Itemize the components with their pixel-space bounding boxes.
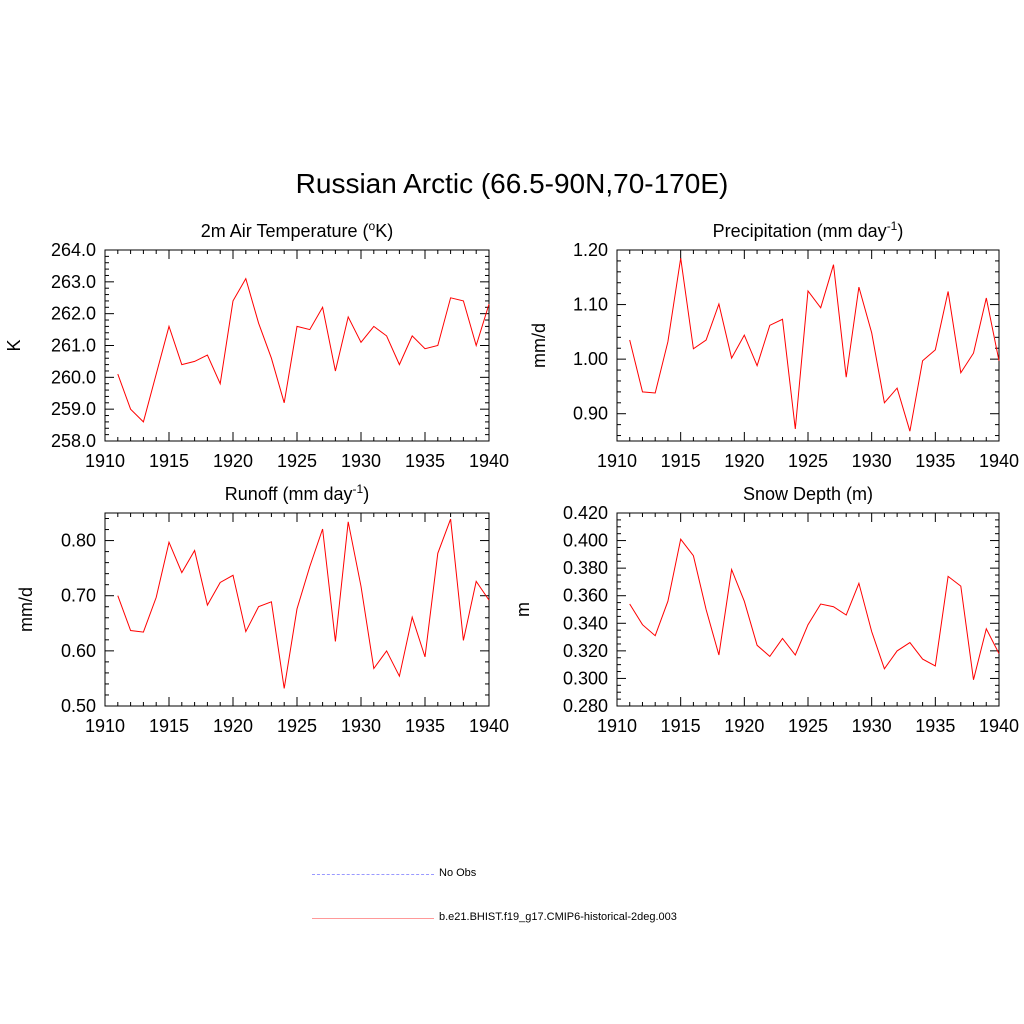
x-tick-label: 1920	[724, 451, 764, 471]
legend-swatch-obs	[312, 874, 434, 875]
y-tick-label: 0.400	[563, 531, 608, 551]
y-tick-label: 0.420	[563, 503, 608, 523]
x-tick-label: 1935	[405, 716, 445, 736]
legend-entry-obs: No Obs	[312, 866, 712, 882]
x-tick-label: 1915	[661, 451, 701, 471]
x-tick-label: 1930	[852, 716, 892, 736]
x-tick-label: 1925	[277, 716, 317, 736]
y-tick-label: 263.0	[51, 272, 96, 292]
x-tick-label: 1940	[979, 451, 1019, 471]
x-tick-label: 1935	[915, 716, 955, 736]
x-tick-label: 1925	[277, 451, 317, 471]
x-tick-label: 1915	[149, 716, 189, 736]
x-tick-label: 1930	[341, 716, 381, 736]
plot-frame	[104, 249, 490, 442]
series-line-1	[629, 538, 1000, 680]
x-tick-label: 1920	[213, 451, 253, 471]
y-tick-label: 0.70	[61, 586, 96, 606]
x-tick-label: 1940	[469, 716, 509, 736]
figure-title: Russian Arctic (66.5-90N,70-170E)	[295, 168, 729, 199]
y-tick-label: 1.10	[573, 295, 608, 315]
x-tick-label: 1935	[405, 451, 445, 471]
x-tick-label: 1925	[788, 451, 828, 471]
y-axis-label: m	[513, 602, 533, 617]
legend-entry-model: b.e21.BHIST.f19_g17.CMIP6-historical-2de…	[312, 911, 732, 927]
x-tick-label: 1940	[979, 716, 1019, 736]
series-line-1	[117, 518, 490, 689]
y-tick-label: 1.00	[573, 349, 608, 369]
y-tick-label: 0.380	[563, 558, 608, 578]
y-tick-label: 0.280	[563, 696, 608, 716]
plot-frame	[616, 249, 1000, 442]
chart-panel-4: Snow Depth (m) m 1910 1915 1920 1925 1930 1935 1…	[513, 484, 1019, 736]
y-tick-label: 1.20	[573, 240, 608, 260]
x-tick-label: 1930	[852, 451, 892, 471]
y-axis-label: mm/d	[16, 587, 36, 632]
x-tick-label: 1930	[341, 451, 381, 471]
y-tick-label: 0.360	[563, 586, 608, 606]
series-line-1	[117, 277, 490, 423]
panel-title: Snow Depth (m)	[743, 484, 873, 504]
y-tick-label: 0.340	[563, 613, 608, 633]
y-tick-label: 0.300	[563, 668, 608, 688]
chart-panel-1: 2m Air Temperature (oK) K 1910 1915 1920 1925…	[4, 219, 509, 471]
x-tick-label: 1910	[597, 451, 637, 471]
x-tick-label: 1910	[85, 451, 125, 471]
chart-panel-2: Precipitation (mm day-1) mm/d 1910 1915 1920…	[529, 219, 1019, 471]
chart-panel-3: Runoff (mm day-1) mm/d 1910 1915 1920 1925 193…	[16, 482, 509, 736]
x-tick-label: 1910	[85, 716, 125, 736]
y-tick-label: 0.80	[61, 531, 96, 551]
x-tick-label: 1940	[469, 451, 509, 471]
x-tick-label: 1925	[788, 716, 828, 736]
y-axis-label: K	[4, 339, 24, 351]
y-tick-label: 0.320	[563, 641, 608, 661]
y-tick-label: 0.60	[61, 641, 96, 661]
y-tick-label: 261.0	[51, 336, 96, 356]
y-tick-label: 258.0	[51, 431, 96, 451]
x-tick-label: 1915	[149, 451, 189, 471]
legend-label-obs: No Obs	[439, 867, 477, 879]
panel-title: Precipitation (mm day-1)	[713, 219, 904, 241]
y-axis-label: mm/d	[529, 323, 549, 368]
legend-label-model: b.e21.BHIST.f19_g17.CMIP6-historical-2de…	[439, 911, 677, 923]
y-tick-label: 264.0	[51, 240, 96, 260]
x-tick-label: 1910	[597, 716, 637, 736]
x-tick-label: 1915	[661, 716, 701, 736]
x-tick-label: 1920	[213, 716, 253, 736]
plot-frame	[616, 512, 1000, 707]
y-tick-label: 0.50	[61, 696, 96, 716]
y-tick-label: 0.90	[573, 404, 608, 424]
legend-swatch-model	[312, 918, 434, 919]
panel-title: 2m Air Temperature (oK)	[201, 219, 393, 241]
series-line-1	[629, 258, 1000, 432]
y-tick-label: 260.0	[51, 367, 96, 387]
x-tick-label: 1920	[724, 716, 764, 736]
x-tick-label: 1935	[915, 451, 955, 471]
y-tick-label: 259.0	[51, 399, 96, 419]
panel-title: Runoff (mm day-1)	[225, 482, 369, 504]
y-tick-label: 262.0	[51, 304, 96, 324]
